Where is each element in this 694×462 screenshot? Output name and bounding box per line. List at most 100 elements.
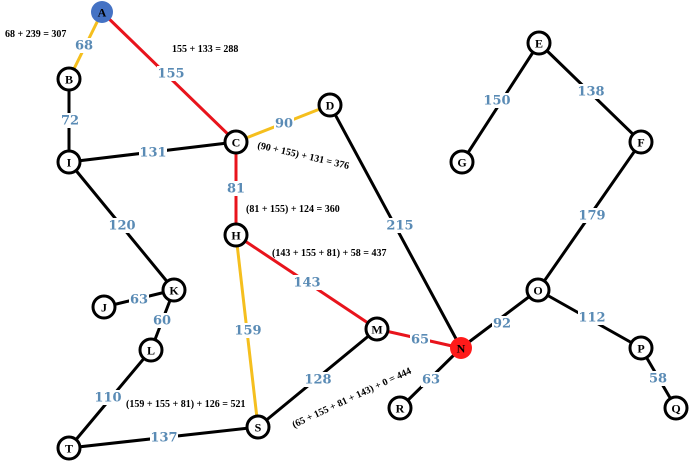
- edge-weight-o-p: 112: [578, 311, 605, 326]
- node-label-j: J: [101, 301, 107, 315]
- edge-weight-l-t: 110: [94, 391, 121, 406]
- node-c: C: [223, 129, 249, 155]
- node-circle-a: [91, 1, 113, 23]
- node-f: F: [628, 129, 654, 155]
- edge-weight-a-c: 155: [157, 67, 184, 82]
- edge-weight-bg: [150, 430, 178, 445]
- edge-weight-bg: [648, 371, 668, 386]
- node-k: K: [161, 277, 187, 303]
- node-b: B: [56, 66, 82, 92]
- edge-weight-bg: [293, 275, 321, 290]
- edge-weight-bg: [157, 66, 185, 81]
- node-label-p: P: [637, 342, 644, 356]
- node-label-f: F: [637, 136, 644, 150]
- edge-weight-bg: [152, 313, 172, 328]
- node-circle-q: [663, 395, 689, 421]
- edge-weight-bg: [139, 145, 167, 160]
- node-circle-t: [56, 435, 82, 461]
- edge-weight-n-o: 92: [493, 317, 511, 332]
- node-label-d: D: [326, 99, 335, 113]
- node-e: E: [526, 30, 552, 56]
- edge-weight-p-q: 58: [649, 372, 667, 387]
- node-q: Q: [663, 395, 689, 421]
- edge-weight-bg: [274, 116, 294, 131]
- cost-annotation-h: (81 + 155) + 124 = 360: [246, 204, 340, 215]
- edge-weight-a-b: 68: [75, 39, 93, 54]
- node-circle-i: [56, 149, 82, 175]
- edge-weight-d-n: 215: [386, 219, 413, 234]
- node-a: A: [91, 1, 113, 23]
- edge-weight-j-k: 63: [130, 293, 148, 308]
- edge-weight-bg: [129, 292, 149, 307]
- edge-weight-h-s: 159: [234, 324, 261, 339]
- node-circle-p: [628, 335, 654, 361]
- node-label-t: T: [65, 442, 73, 456]
- node-t: T: [56, 435, 82, 461]
- node-label-e: E: [535, 37, 543, 51]
- edge-weight-n-r: 63: [422, 373, 440, 388]
- node-label-h: H: [231, 229, 241, 243]
- node-circle-l: [138, 337, 164, 363]
- node-n: N: [450, 337, 472, 359]
- node-circle-d: [317, 92, 343, 118]
- node-s: S: [245, 414, 271, 440]
- edge-weight-c-h: 81: [227, 182, 245, 197]
- node-label-k: K: [169, 284, 179, 298]
- edge-weight-bg: [226, 181, 246, 196]
- node-circle-f: [628, 129, 654, 155]
- node-label-l: L: [147, 344, 155, 358]
- edge-weight-bg: [578, 208, 606, 223]
- edge-weight-bg: [108, 218, 136, 233]
- node-r: R: [387, 395, 413, 421]
- node-o: O: [525, 277, 551, 303]
- edge-weight-i-k: 120: [108, 219, 135, 234]
- node-g: G: [449, 149, 475, 175]
- edge-weight-bg: [304, 372, 332, 387]
- nodes-layer: A B C D E F G H I J K L M N O P Q R S T: [56, 1, 689, 461]
- node-circle-m: [364, 316, 390, 342]
- node-j: J: [91, 294, 117, 320]
- node-label-s: S: [255, 421, 262, 435]
- edge-weight-h-m: 143: [293, 276, 320, 291]
- edge-weight-bg: [74, 38, 94, 53]
- node-p: P: [628, 335, 654, 361]
- edge-weight-bg: [410, 332, 430, 347]
- node-circle-e: [526, 30, 552, 56]
- node-label-g: G: [457, 156, 466, 170]
- node-l: L: [138, 337, 164, 363]
- node-label-o: O: [533, 284, 542, 298]
- node-label-q: Q: [671, 402, 680, 416]
- cost-annotation-c: 155 + 133 = 288: [172, 44, 238, 55]
- cost-annotation-b: 68 + 239 = 307: [5, 29, 66, 40]
- edge-weight-b-i: 72: [61, 114, 79, 129]
- cost-annotation-m: (143 + 155 + 81) + 58 = 437: [272, 248, 386, 259]
- node-label-n: N: [457, 342, 466, 356]
- node-m: M: [364, 316, 390, 342]
- edge-weight-s-m: 128: [304, 373, 331, 388]
- node-label-a: A: [98, 6, 107, 20]
- edge-weight-bg: [421, 372, 441, 387]
- edge-weight-k-l: 60: [153, 314, 171, 329]
- node-circle-c: [223, 129, 249, 155]
- node-circle-k: [161, 277, 187, 303]
- node-circle-h: [223, 222, 249, 248]
- node-circle-r: [387, 395, 413, 421]
- cost-annotation-d: (90 + 155) + 131 = 376: [256, 140, 350, 172]
- node-circle-g: [449, 149, 475, 175]
- node-d: D: [317, 92, 343, 118]
- edge-weight-bg: [386, 218, 414, 233]
- edge-weight-i-c: 131: [139, 146, 166, 161]
- node-label-r: R: [396, 402, 405, 416]
- edge-weight-bg: [483, 93, 511, 108]
- node-label-i: I: [67, 156, 72, 170]
- node-circle-o: [525, 277, 551, 303]
- edge-weight-m-n: 65: [411, 333, 429, 348]
- edge-weight-bg: [94, 390, 122, 405]
- edge-weight-bg: [577, 84, 605, 99]
- edge-weight-c-d: 90: [275, 117, 293, 132]
- node-i: I: [56, 149, 82, 175]
- edge-weight-o-f: 179: [578, 209, 605, 224]
- node-circle-j: [91, 294, 117, 320]
- node-circle-n: [450, 337, 472, 359]
